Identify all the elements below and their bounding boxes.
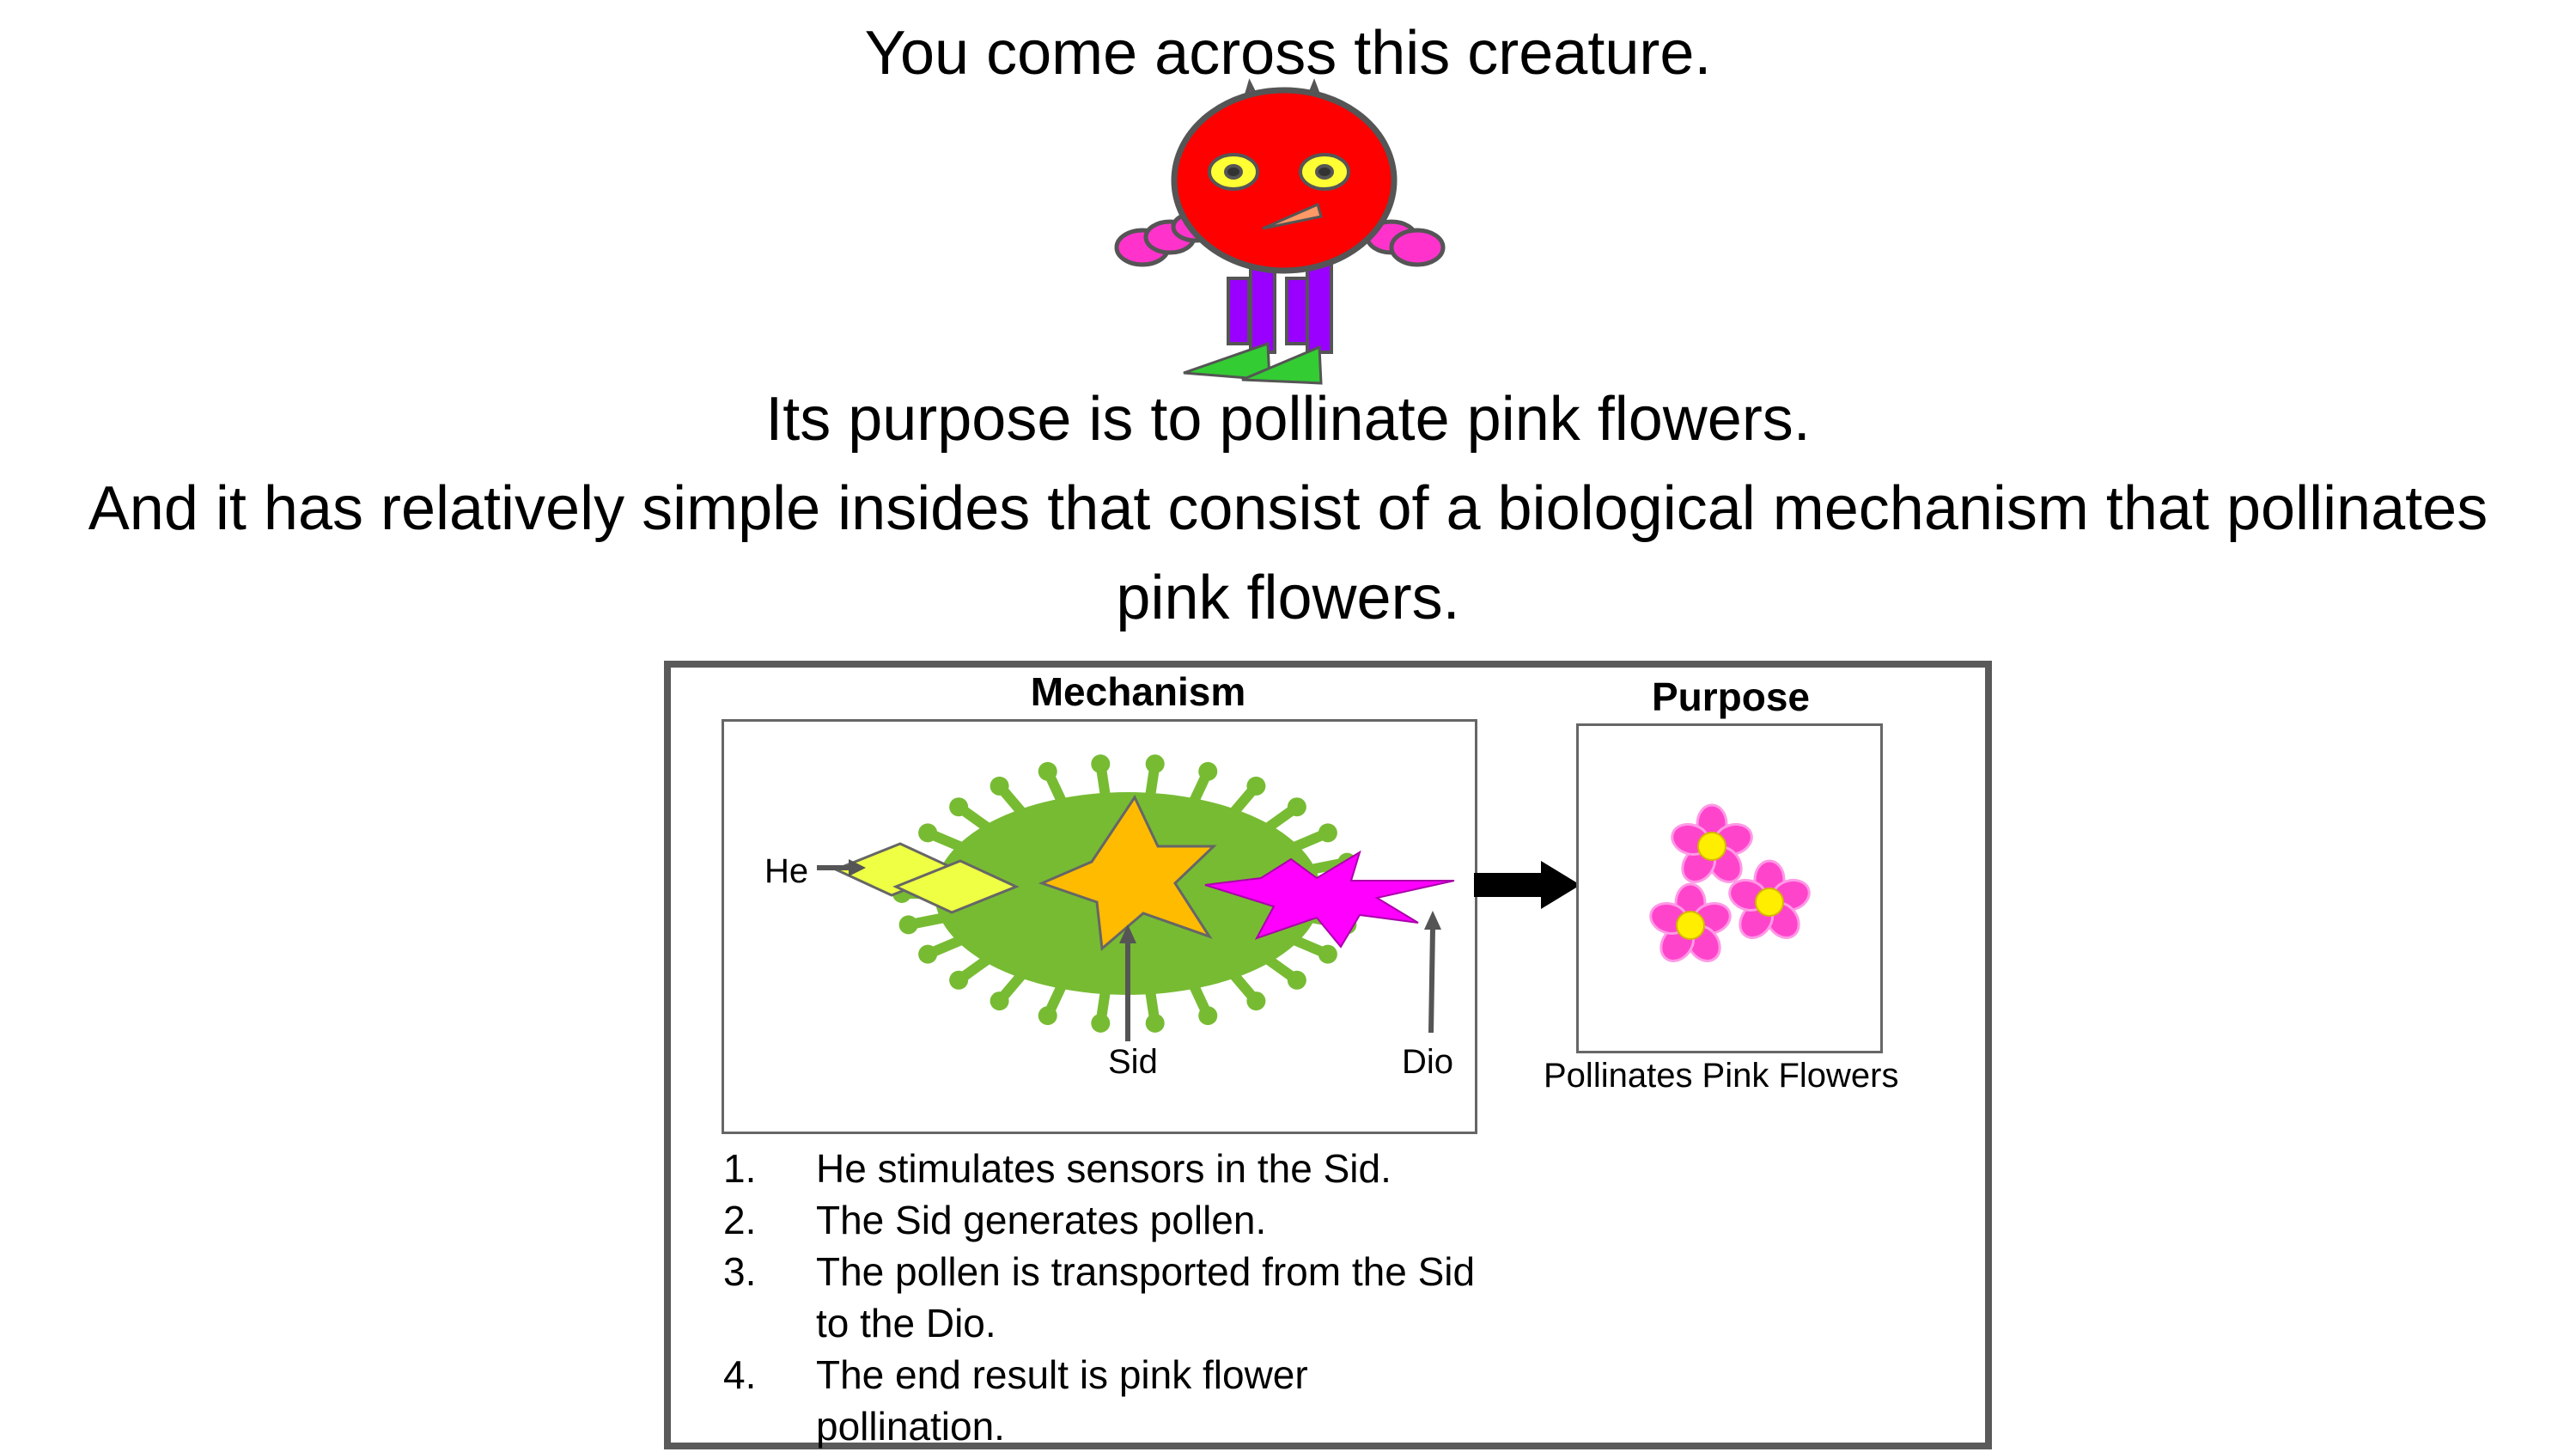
list-item: 2. The Sid generates pollen. — [723, 1198, 1267, 1242]
mechanism-spike-tip — [898, 915, 918, 935]
mechanism-spike-tip — [949, 797, 969, 817]
flower-center — [1676, 911, 1705, 940]
mechanism-spike-tip — [1091, 754, 1111, 774]
pink-flowers-illustration — [1649, 803, 1811, 962]
he-label: He — [764, 852, 809, 890]
sid-star — [1038, 794, 1217, 951]
mechanism-spike-tip — [1287, 970, 1306, 990]
mechanism-spike-tip — [918, 944, 938, 964]
mechanism-box — [722, 719, 1477, 1134]
mechanism-spike-tip — [1198, 1006, 1218, 1026]
list-item: 4. The end result is pink flower pollinat… — [723, 1352, 1308, 1449]
creature-beak — [1262, 202, 1323, 230]
purpose-caption: Pollinates Pink Flowers — [1544, 1057, 1899, 1095]
mechanism-spike-tip — [918, 823, 938, 843]
mechanism-spike-tip — [990, 991, 1009, 1011]
pink-flower — [1649, 882, 1732, 962]
creature-eyes — [1208, 153, 1350, 191]
creature-illustration — [1091, 76, 1469, 394]
mechanism-heading: Mechanism — [1030, 669, 1246, 714]
mechanism-spike-tip — [1287, 797, 1306, 817]
he-diamond-2 — [892, 859, 1020, 914]
sid-label: Sid — [1108, 1043, 1158, 1081]
insides-statement-line-1: And it has relatively simple insides tha… — [88, 474, 2488, 543]
mechanism-spike-tip — [1145, 754, 1165, 774]
mechanism-green-body — [892, 754, 1363, 1033]
intro-text: You come across this creature. — [864, 19, 1712, 88]
purpose-statement: Its purpose is to pollinate pink flowers… — [765, 385, 1811, 454]
list-item: 3. The pollen is transported from the Sid… — [723, 1249, 1476, 1345]
mechanism-spike-tip — [1246, 991, 1266, 1011]
flower-center — [1697, 832, 1726, 861]
mechanism-spike-tip — [1091, 1013, 1111, 1033]
mechanism-steps-list: 1. He stimulates sensors in the Sid. 2. Th… — [723, 1143, 1496, 1452]
mechanism-spike-tip — [990, 776, 1009, 796]
mechanism-spike-tip — [1198, 761, 1218, 781]
pink-flower — [1671, 803, 1753, 883]
pink-flower — [1728, 859, 1811, 939]
list-item: 1. He stimulates sensors in the Sid. — [723, 1146, 1392, 1191]
mechanism-spike-tip — [1246, 776, 1266, 796]
purpose-heading: Purpose — [1651, 674, 1811, 719]
mechanism-illustration — [817, 754, 1455, 1041]
mechanism-spike-tip — [949, 970, 969, 990]
creature-right-foot — [1241, 345, 1323, 385]
mechanism-purpose-diagram — [664, 661, 1992, 1449]
flower-center — [1755, 888, 1784, 917]
dio-burst — [1204, 850, 1455, 949]
mechanism-spike-tip — [1038, 761, 1057, 781]
creature-body — [1171, 87, 1398, 274]
mechanism-to-purpose-arrow — [1474, 861, 1580, 909]
mechanism-spike-tip — [1318, 823, 1337, 843]
purpose-box — [1576, 723, 1883, 1053]
mechanism-spike-tip — [1318, 944, 1337, 964]
mechanism-spike-tip — [1145, 1013, 1165, 1033]
mechanism-spike-tip — [1038, 1006, 1057, 1026]
creature-left-foot — [1183, 341, 1271, 381]
insides-statement-line-2: pink flowers. — [1116, 564, 1460, 632]
dio-label: Dio — [1402, 1043, 1454, 1081]
